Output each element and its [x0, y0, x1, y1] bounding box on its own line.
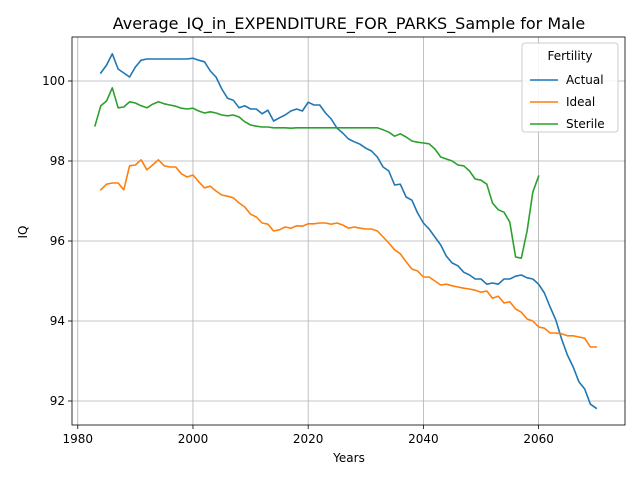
- legend: Fertility Actual Ideal Sterile: [521, 42, 619, 133]
- x-tick-label: 2060: [523, 432, 554, 446]
- series-line-actual: [99, 52, 598, 410]
- legend-box: [521, 42, 619, 133]
- x-tick-label: 2020: [293, 432, 324, 446]
- legend-items: Actual Ideal Sterile: [530, 73, 605, 131]
- x-tick-label: 1980: [62, 432, 93, 446]
- y-tick-label: 92: [50, 394, 65, 408]
- series-line-sterile: [94, 87, 540, 260]
- y-axis-label: IQ: [16, 226, 30, 239]
- x-tick-label: 2000: [178, 432, 209, 446]
- y-tick-label: 98: [50, 154, 65, 168]
- x-axis-ticks: 1980 2000 2020 2040 2060: [62, 425, 554, 446]
- y-tick-label: 96: [50, 234, 65, 248]
- legend-title: Fertility: [547, 49, 592, 63]
- x-tick-label: 2040: [408, 432, 439, 446]
- series-line-ideal: [99, 159, 598, 348]
- y-tick-label: 100: [42, 74, 65, 88]
- legend-label-sterile: Sterile: [566, 117, 605, 131]
- legend-label-actual: Actual: [566, 73, 604, 87]
- series-lines: [94, 52, 598, 410]
- legend-label-ideal: Ideal: [566, 95, 595, 109]
- y-axis-ticks: 92 94 96 98 100: [42, 74, 72, 408]
- chart-title: Average_IQ_in_EXPENDITURE_FOR_PARKS_Samp…: [113, 14, 585, 34]
- x-axis-label: Years: [332, 451, 365, 465]
- plot-frame: [71, 36, 626, 426]
- y-tick-label: 94: [50, 314, 65, 328]
